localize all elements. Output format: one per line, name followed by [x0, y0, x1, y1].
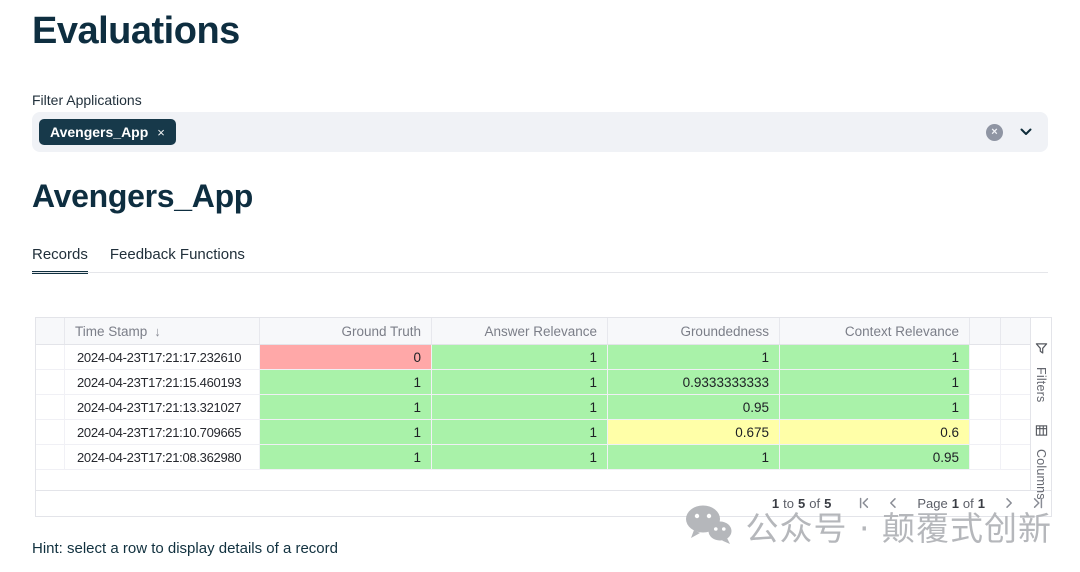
context-relevance-cell: 1 — [779, 345, 969, 370]
answer-relevance-cell: 1 — [431, 345, 607, 370]
page-total: 1 — [977, 495, 985, 511]
row-select-cell — [36, 445, 64, 470]
clear-all-icon[interactable]: × — [986, 123, 1003, 141]
answer-relevance-cell: 1 — [431, 370, 607, 395]
header-context-relevance[interactable]: Context Relevance — [779, 318, 969, 344]
context-relevance-cell: 0.6 — [779, 420, 969, 445]
timestamp-cell: 2024-04-23T17:21:13.321027 — [64, 395, 259, 420]
table-row[interactable]: 2024-04-23T17:21:17.232610 0 1 1 1 — [36, 345, 1030, 370]
table-footer-strip — [36, 470, 1030, 490]
filter-applications-label: Filter Applications — [32, 92, 142, 108]
tabs-divider — [32, 272, 1048, 273]
groundedness-cell: 0.9333333333 — [607, 370, 779, 395]
header-label-time-stamp: Time Stamp — [75, 323, 148, 339]
range-start: 1 — [771, 495, 780, 511]
pagination-page: Page 1 of 1 — [917, 496, 985, 511]
context-relevance-cell: 1 — [779, 370, 969, 395]
records-table: Time Stamp ↓ Ground Truth Answer Relevan… — [35, 317, 1052, 517]
filter-icon — [1035, 342, 1048, 360]
range-total: 5 — [824, 495, 832, 511]
timestamp-cell: 2024-04-23T17:21:10.709665 — [64, 420, 259, 445]
row-select-cell — [36, 395, 64, 420]
empty-cell — [1000, 345, 1030, 370]
timestamp-cell: 2024-04-23T17:21:17.232610 — [64, 345, 259, 370]
page-title: Evaluations — [32, 10, 240, 52]
header-empty-cell — [1000, 318, 1030, 344]
range-of-word: of — [809, 495, 821, 511]
first-page-icon[interactable] — [857, 496, 871, 510]
filters-button[interactable]: Filters — [1034, 342, 1048, 402]
filters-label: Filters — [1034, 367, 1048, 403]
pagination-bar: 1 to 5 of 5 Page 1 of 1 — [36, 490, 1051, 515]
groundedness-cell: 1 — [607, 345, 779, 370]
watermark: 公众号 · 颠覆式创新 — [684, 502, 1052, 550]
header-select-cell — [36, 318, 64, 344]
page-word: Page — [917, 495, 948, 511]
ground-truth-cell: 0 — [259, 345, 431, 370]
page-of-word: of — [962, 495, 974, 511]
header-empty-cell — [969, 318, 1000, 344]
columns-button[interactable]: Columns — [1034, 424, 1048, 500]
context-relevance-cell: 0.95 — [779, 445, 969, 470]
timestamp-cell: 2024-04-23T17:21:08.362980 — [64, 445, 259, 470]
chevron-down-icon[interactable] — [1018, 124, 1034, 140]
header-ground-truth[interactable]: Ground Truth — [259, 318, 431, 344]
table-row[interactable]: 2024-04-23T17:21:08.362980 1 1 1 0.95 — [36, 445, 1030, 470]
sort-desc-icon: ↓ — [154, 323, 161, 339]
table-row[interactable]: 2024-04-23T17:21:10.709665 1 1 0.675 0.6 — [36, 420, 1030, 445]
ground-truth-cell: 1 — [259, 420, 431, 445]
empty-cell — [1000, 395, 1030, 420]
table-row[interactable]: 2024-04-23T17:21:13.321027 1 1 0.95 1 — [36, 395, 1030, 420]
app-title: Avengers_App — [32, 178, 254, 214]
empty-cell — [969, 395, 1000, 420]
empty-cell — [1000, 420, 1030, 445]
row-select-cell — [36, 370, 64, 395]
empty-cell — [1000, 370, 1030, 395]
row-select-cell — [36, 345, 64, 370]
page-current: 1 — [951, 495, 959, 511]
timestamp-cell: 2024-04-23T17:21:15.460193 — [64, 370, 259, 395]
table-row[interactable]: 2024-04-23T17:21:15.460193 1 1 0.9333333… — [36, 370, 1030, 395]
previous-page-icon[interactable] — [886, 496, 900, 510]
tabs: Records Feedback Functions — [32, 246, 245, 274]
header-answer-relevance[interactable]: Answer Relevance — [431, 318, 607, 344]
watermark-text: 公众号 · 颠覆式创新 — [745, 509, 1052, 548]
tab-feedback-functions[interactable]: Feedback Functions — [109, 246, 245, 263]
wechat-icon — [684, 503, 732, 550]
groundedness-cell: 1 — [607, 445, 779, 470]
next-page-icon[interactable] — [1002, 496, 1016, 510]
ground-truth-cell: 1 — [259, 395, 431, 420]
grid-side-panel: Filters Columns — [1030, 318, 1051, 500]
empty-cell — [969, 445, 1000, 470]
empty-cell — [969, 420, 1000, 445]
filter-applications-select[interactable]: Avengers_App × × — [32, 112, 1048, 152]
header-groundedness[interactable]: Groundedness — [607, 318, 779, 344]
ground-truth-cell: 1 — [259, 445, 431, 470]
answer-relevance-cell: 1 — [431, 445, 607, 470]
groundedness-cell: 0.675 — [607, 420, 779, 445]
data-grid: Time Stamp ↓ Ground Truth Answer Relevan… — [36, 318, 1030, 490]
empty-cell — [1000, 445, 1030, 470]
context-relevance-cell: 1 — [779, 395, 969, 420]
range-to-word: to — [783, 495, 794, 511]
answer-relevance-cell: 1 — [431, 420, 607, 445]
selected-app-tag[interactable]: Avengers_App × — [39, 119, 176, 145]
remove-tag-icon[interactable]: × — [157, 124, 165, 140]
empty-cell — [969, 345, 1000, 370]
tab-records[interactable]: Records — [32, 246, 88, 274]
pagination-range: 1 to 5 of 5 — [772, 496, 831, 511]
hint-text: Hint: select a row to display details of… — [32, 540, 338, 557]
groundedness-cell: 0.95 — [607, 395, 779, 420]
range-end: 5 — [798, 495, 806, 511]
columns-icon — [1035, 424, 1048, 442]
selected-app-tag-label: Avengers_App — [50, 124, 149, 140]
last-page-icon[interactable] — [1031, 496, 1045, 510]
columns-label: Columns — [1034, 449, 1048, 501]
empty-cell — [969, 370, 1000, 395]
table-header-row: Time Stamp ↓ Ground Truth Answer Relevan… — [36, 318, 1030, 345]
answer-relevance-cell: 1 — [431, 395, 607, 420]
ground-truth-cell: 1 — [259, 370, 431, 395]
row-select-cell — [36, 420, 64, 445]
header-time-stamp[interactable]: Time Stamp ↓ — [64, 318, 259, 344]
